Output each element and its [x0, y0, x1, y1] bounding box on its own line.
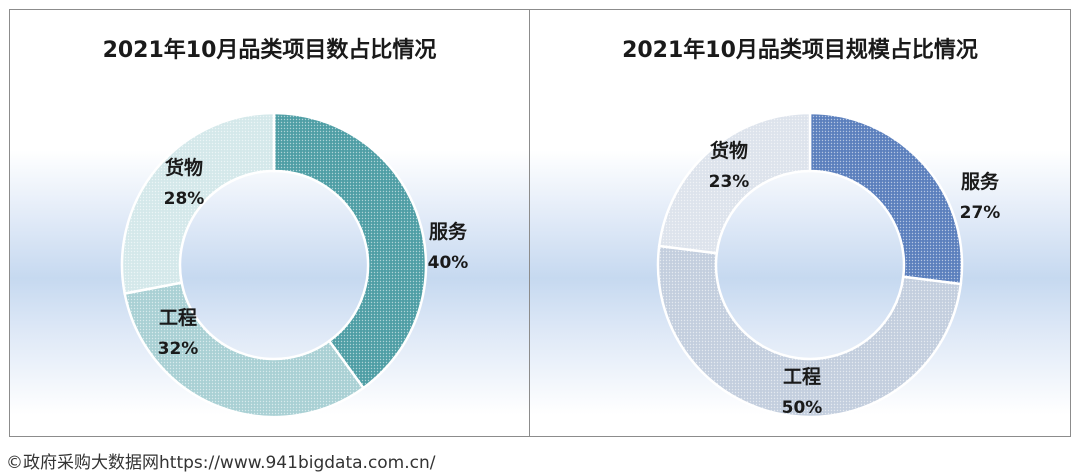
slice-percent-label: 50%: [782, 398, 823, 418]
footer-credit: ©政府采购大数据网https://www.941bigdata.com.cn/: [6, 453, 436, 473]
donut-slice-goods: [120, 111, 276, 295]
slice-name-label: 工程: [783, 366, 821, 388]
donut-slice-goods: [657, 111, 812, 255]
donut-slice-engineering: [656, 244, 963, 418]
chart-panel-item-scale: 2021年10月品类项目规模占比情况 服务 27% 工程 50% 货物 23%: [530, 10, 1070, 436]
slice-name-label: 服务: [961, 170, 1000, 193]
panel-divider: [529, 9, 530, 437]
chart-title: 2021年10月品类项目规模占比情况: [622, 38, 978, 63]
slice-percent-label: 23%: [709, 172, 750, 192]
slice-percent-label: 32%: [158, 339, 199, 359]
slice-name-label: 工程: [159, 307, 197, 329]
donut-slice-engineering: [123, 281, 366, 419]
donut-slice-services: [808, 111, 964, 286]
donut-slice-services: [272, 111, 428, 390]
chart-title: 2021年10月品类项目数占比情况: [102, 38, 437, 63]
donut-chart-item-scale: 服务 27% 工程 50% 货物 23%: [656, 111, 1001, 418]
donut-chart-item-count: 服务 40% 工程 32% 货物 28%: [120, 111, 469, 419]
slice-name-label: 货物: [165, 156, 203, 179]
slice-name-label: 服务: [429, 220, 468, 243]
slice-name-label: 货物: [710, 139, 748, 162]
slice-percent-label: 28%: [164, 189, 205, 209]
chart-frame: [9, 9, 1071, 437]
slice-percent-label: 40%: [428, 253, 469, 273]
chart-panel-item-count: 2021年10月品类项目数占比情况 服务 40% 工程 32% 货物 28%: [10, 10, 529, 436]
slice-percent-label: 27%: [960, 203, 1001, 223]
